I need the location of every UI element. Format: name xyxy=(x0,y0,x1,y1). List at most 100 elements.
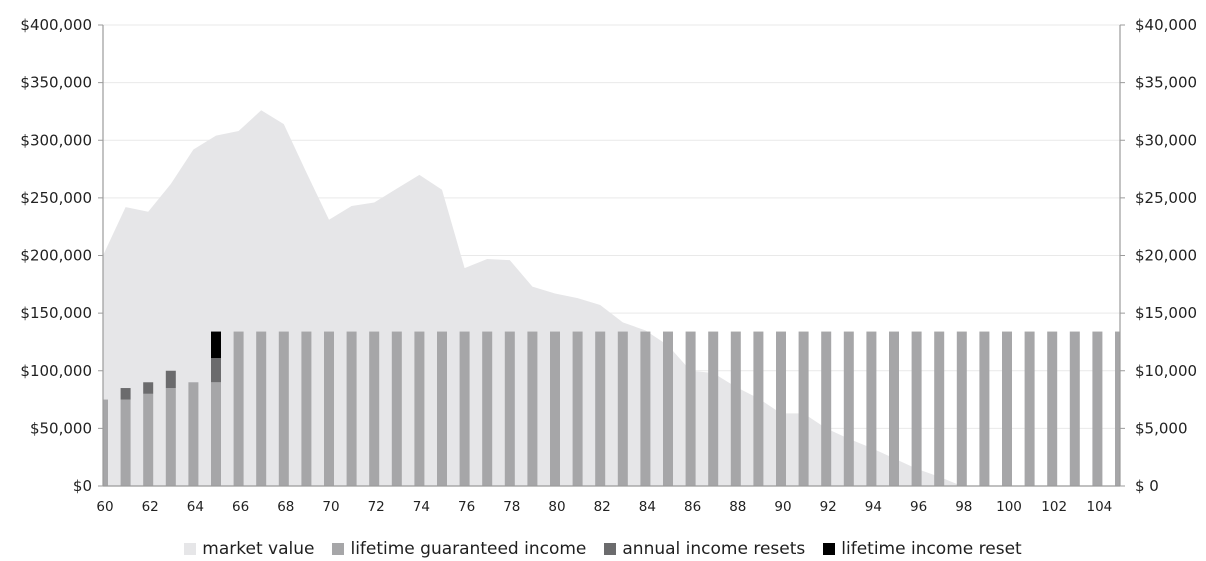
bar-lifetime-guaranteed-income-age-81 xyxy=(572,331,583,486)
bar-lifetime-guaranteed-income-age-69 xyxy=(301,331,312,486)
bar-lifetime-guaranteed-income-age-74 xyxy=(414,331,425,486)
x-axis-tick-labels: 60 62 64 66 68 70 72 74 76 78 80 82 84 86 88 90 92 94 96 98… xyxy=(96,499,1112,515)
bar-lifetime-guaranteed-income-age-77 xyxy=(482,331,493,486)
right-tick-label: $ 0 xyxy=(1135,477,1159,495)
x-tick-label: 100 xyxy=(996,499,1022,515)
bar-lifetime-guaranteed-income-age-92 xyxy=(821,331,832,486)
left-tick-label: $300,000 xyxy=(20,131,92,149)
bar-lifetime-guaranteed-income-age-87 xyxy=(708,331,719,486)
bar-lifetime-guaranteed-income-age-71 xyxy=(346,331,357,486)
legend-swatch-annual-income-resets xyxy=(604,543,617,555)
x-tick-label: 66 xyxy=(232,499,249,515)
x-tick-label: 76 xyxy=(458,499,475,515)
chart-canvas: $0 $50,000 $100,000 $150,000 $200,000 $250,00… xyxy=(20,16,1197,515)
x-tick-label: 60 xyxy=(96,499,113,515)
left-tick-label: $150,000 xyxy=(20,304,92,322)
bar-lifetime-guaranteed-income-age-98 xyxy=(956,331,967,486)
legend-label-annual-income-resets: annual income resets xyxy=(622,539,806,559)
right-tick-label: $15,000 xyxy=(1135,304,1197,322)
left-tick-label: $400,000 xyxy=(20,16,92,34)
legend-item-lifetime-guaranteed-income: lifetime guaranteed income xyxy=(332,539,586,559)
bar-lifetime-guaranteed-income-age-61 xyxy=(120,399,131,486)
legend-swatch-market-value xyxy=(184,543,197,555)
bar-lifetime-guaranteed-income-age-79 xyxy=(527,331,538,486)
bar-annual-income-resets-age-62 xyxy=(143,382,154,394)
axes xyxy=(98,24,1125,487)
bar-lifetime-guaranteed-income-age-64 xyxy=(188,382,199,486)
bar-lifetime-guaranteed-income-age-99 xyxy=(979,331,990,486)
left-tick-label: $0 xyxy=(73,477,92,495)
x-tick-label: 92 xyxy=(820,499,837,515)
x-tick-label: 78 xyxy=(503,499,520,515)
x-tick-label: 62 xyxy=(142,499,159,515)
bar-lifetime-guaranteed-income-age-67 xyxy=(256,331,267,486)
income-bars-layer xyxy=(103,331,1120,486)
right-tick-label: $25,000 xyxy=(1135,189,1197,207)
right-tick-label: $35,000 xyxy=(1135,74,1197,92)
right-tick-label: $40,000 xyxy=(1135,16,1197,34)
legend-item-market-value: market value xyxy=(184,539,314,559)
chart-legend: market value lifetime guaranteed income … xyxy=(0,538,1206,560)
bar-lifetime-guaranteed-income-age-72 xyxy=(369,331,380,486)
x-tick-label: 74 xyxy=(413,499,430,515)
x-tick-label: 102 xyxy=(1041,499,1067,515)
bar-lifetime-guaranteed-income-age-66 xyxy=(233,331,244,486)
bar-lifetime-guaranteed-income-age-101 xyxy=(1024,331,1035,486)
x-tick-label: 82 xyxy=(594,499,611,515)
bar-lifetime-guaranteed-income-age-75 xyxy=(437,331,447,486)
left-tick-label: $200,000 xyxy=(20,247,92,265)
bar-lifetime-guaranteed-income-age-100 xyxy=(1002,331,1012,486)
legend-item-annual-income-resets: annual income resets xyxy=(604,539,805,559)
right-tick-label: $5,000 xyxy=(1135,419,1188,437)
right-tick-label: $30,000 xyxy=(1135,131,1197,149)
x-tick-label: 98 xyxy=(955,499,972,515)
bar-lifetime-guaranteed-income-age-95 xyxy=(889,331,899,486)
legend-swatch-lifetime-income-reset xyxy=(823,543,836,555)
bar-lifetime-guaranteed-income-age-63 xyxy=(165,388,176,486)
bar-lifetime-guaranteed-income-age-103 xyxy=(1069,331,1080,486)
bar-lifetime-guaranteed-income-age-80 xyxy=(550,331,560,486)
bar-lifetime-guaranteed-income-age-94 xyxy=(866,331,877,486)
right-axis-tick-labels: $ 0 $5,000 $10,000 $15,000 $20,000 $25,000 $30… xyxy=(1135,16,1197,495)
bar-lifetime-guaranteed-income-age-78 xyxy=(504,331,515,486)
left-tick-label: $350,000 xyxy=(20,74,92,92)
bar-lifetime-guaranteed-income-age-89 xyxy=(753,331,764,486)
left-axis-tick-labels: $0 $50,000 $100,000 $150,000 $200,000 $250,00… xyxy=(20,16,92,495)
bar-lifetime-guaranteed-income-age-73 xyxy=(391,331,402,486)
bar-lifetime-guaranteed-income-age-62 xyxy=(143,393,154,486)
bar-lifetime-guaranteed-income-age-83 xyxy=(617,331,628,486)
legend-label-lifetime-guaranteed-income: lifetime guaranteed income xyxy=(350,539,587,559)
bar-lifetime-guaranteed-income-age-85 xyxy=(663,331,673,486)
left-tick-label: $100,000 xyxy=(20,362,92,380)
x-tick-label: 72 xyxy=(368,499,385,515)
x-tick-label: 80 xyxy=(548,499,565,515)
bar-lifetime-guaranteed-income-age-60 xyxy=(103,399,108,486)
legend-label-market-value: market value xyxy=(202,539,315,559)
x-tick-label: 64 xyxy=(187,499,204,515)
bar-lifetime-guaranteed-income-age-82 xyxy=(595,331,606,486)
bar-lifetime-guaranteed-income-age-86 xyxy=(685,331,696,486)
bar-lifetime-guaranteed-income-age-90 xyxy=(776,331,786,486)
right-tick-label: $10,000 xyxy=(1135,362,1197,380)
right-tick-label: $20,000 xyxy=(1135,247,1197,265)
left-tick-label: $50,000 xyxy=(30,419,92,437)
bar-lifetime-guaranteed-income-age-76 xyxy=(459,331,470,486)
x-tick-label: 70 xyxy=(322,499,339,515)
bar-lifetime-guaranteed-income-age-105 xyxy=(1115,331,1120,486)
bar-annual-income-resets-age-63 xyxy=(165,370,176,389)
market-value-area-layer xyxy=(103,110,1120,486)
market-value-area xyxy=(103,110,1120,486)
left-tick-label: $250,000 xyxy=(20,189,92,207)
legend-swatch-lifetime-guaranteed-income xyxy=(332,543,345,555)
bar-lifetime-guaranteed-income-age-68 xyxy=(278,331,289,486)
bar-lifetime-guaranteed-income-age-102 xyxy=(1047,331,1058,486)
legend-label-lifetime-income-reset: lifetime income reset xyxy=(841,539,1022,559)
bar-lifetime-guaranteed-income-age-96 xyxy=(911,331,922,486)
x-tick-label: 104 xyxy=(1087,499,1113,515)
bar-lifetime-guaranteed-income-age-84 xyxy=(640,331,651,486)
bar-lifetime-guaranteed-income-age-65 xyxy=(211,382,221,486)
x-tick-label: 88 xyxy=(729,499,746,515)
bar-annual-income-resets-age-61 xyxy=(120,388,131,400)
x-tick-label: 96 xyxy=(910,499,927,515)
x-tick-label: 86 xyxy=(684,499,701,515)
